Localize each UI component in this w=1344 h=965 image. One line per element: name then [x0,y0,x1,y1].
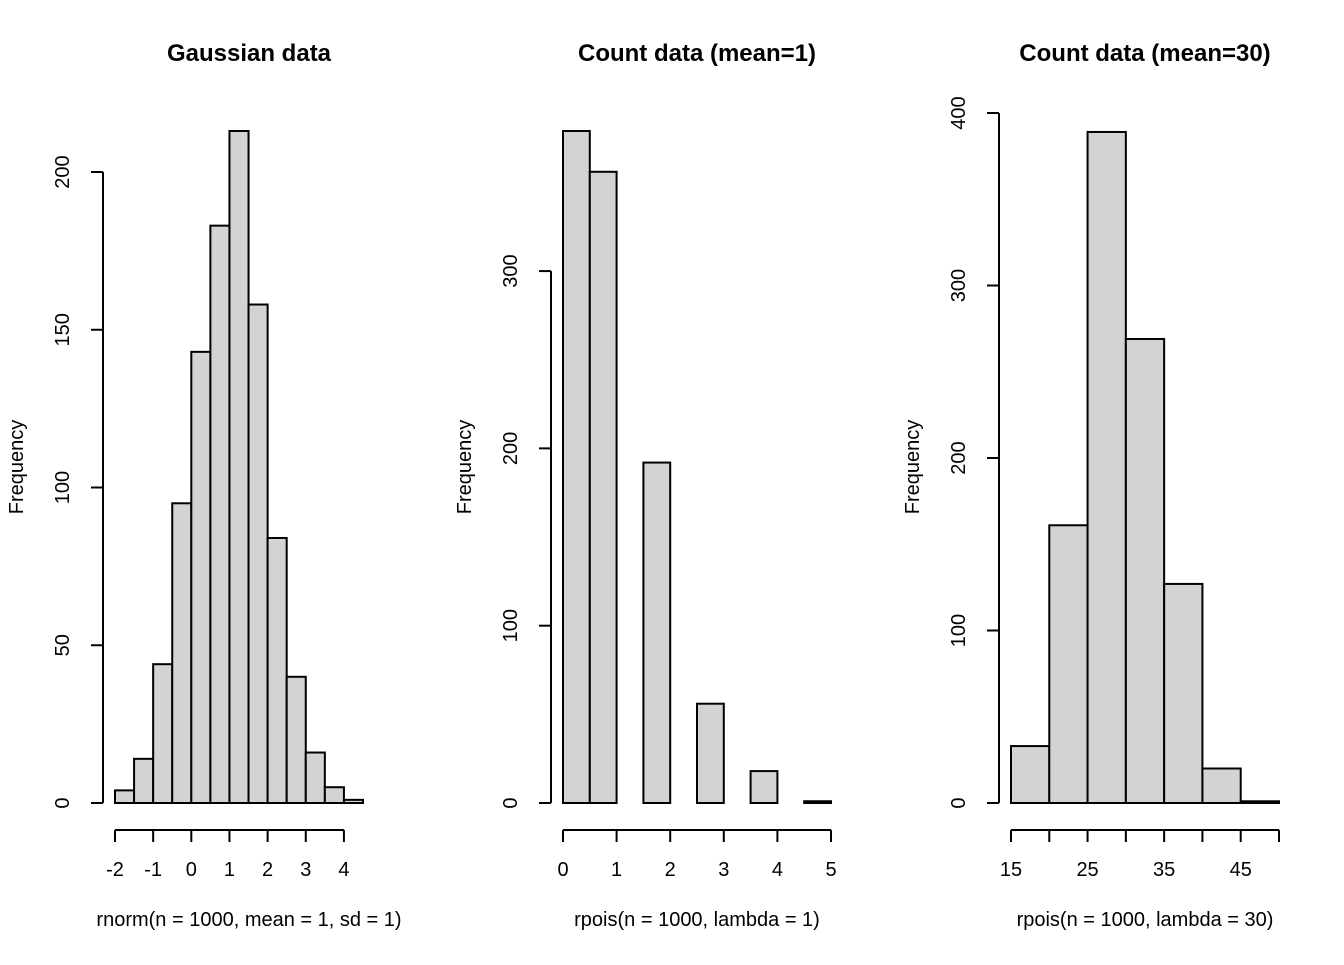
histogram-bar [1086,130,1127,805]
x-tick-label: 0 [186,859,197,881]
x-tick-label: -1 [144,859,162,881]
x-tick-label: 4 [338,859,349,881]
histogram-bar [1163,582,1204,804]
x-tick-label: 3 [300,859,311,881]
histogram-bar [1010,745,1051,805]
x-tick-label: 2 [665,859,676,881]
y-tick-label: 100 [500,609,522,642]
x-tick-label: -2 [106,859,124,881]
panel-gaussian: Gaussian data rnorm(n = 1000, mean = 1, … [6,40,402,931]
histogram-bar [1201,767,1242,804]
histogram-bar [228,130,250,804]
y-tick-label: 0 [948,797,970,808]
x-axis-label: rpois(n = 1000, lambda = 30) [1017,909,1274,931]
histogram-bar [152,663,174,804]
x-axis-label: rpois(n = 1000, lambda = 1) [574,909,820,931]
y-tick-label: 400 [948,96,970,129]
y-tick-label: 0 [500,797,522,808]
histogram-bar [562,130,591,804]
x-tick-label: 15 [1000,859,1022,881]
histogram-bar [247,303,269,804]
chart-title: Count data (mean=30) [1019,40,1270,67]
histogram-bar [342,798,364,805]
y-tick-label: 200 [948,441,970,474]
y-tick-label: 50 [52,634,74,656]
x-tick-label: 5 [825,859,836,881]
y-tick-label: 300 [948,269,970,302]
x-axis-label: rnorm(n = 1000, mean = 1, sd = 1) [96,909,401,931]
histogram-bar [749,770,779,804]
x-tick-label: 2 [262,859,273,881]
y-tick-label: 100 [948,614,970,647]
histogram-bar [304,751,326,804]
histogram-bar [114,789,136,805]
y-axis-label: Frequency [454,420,476,515]
y-tick-label: 300 [500,254,522,287]
x-tick-label: 3 [718,859,729,881]
histogram-bar [266,536,288,804]
y-tick-label: 150 [52,313,74,346]
histogram-bar [171,502,193,804]
x-tick-label: 0 [557,859,568,881]
x-tick-label: 45 [1230,859,1252,881]
x-tick-label: 35 [1153,859,1175,881]
histogram-bar [190,350,212,804]
histogram-bar [1124,337,1166,804]
y-tick-label: 200 [52,155,74,188]
y-tick-label: 0 [52,797,74,808]
y-axis-label: Frequency [6,420,28,515]
panel-count-mean-30: Count data (mean=30) rpois(n = 1000, lam… [902,40,1280,931]
histogram-bar [285,675,307,804]
chart-title: Count data (mean=1) [578,40,816,67]
y-tick-label: 100 [52,471,74,504]
histogram-bar [803,800,833,805]
x-tick-label: 4 [772,859,783,881]
histogram-bar [588,170,618,804]
histogram-bar [1048,524,1089,805]
histogram-bar [133,757,155,805]
histogram-bar [1239,800,1280,805]
histogram-bar [696,702,725,805]
chart-title: Gaussian data [167,40,332,67]
y-tick-label: 200 [500,432,522,465]
histogram-bar [323,786,345,804]
y-axis-label: Frequency [902,420,924,515]
histogram-bar [209,224,231,804]
panel-count-mean-1: Count data (mean=1) rpois(n = 1000, lamb… [454,40,837,931]
x-tick-label: 1 [611,859,622,881]
x-tick-label: 1 [224,859,235,881]
x-tick-label: 25 [1076,859,1098,881]
histogram-bar [642,461,672,804]
